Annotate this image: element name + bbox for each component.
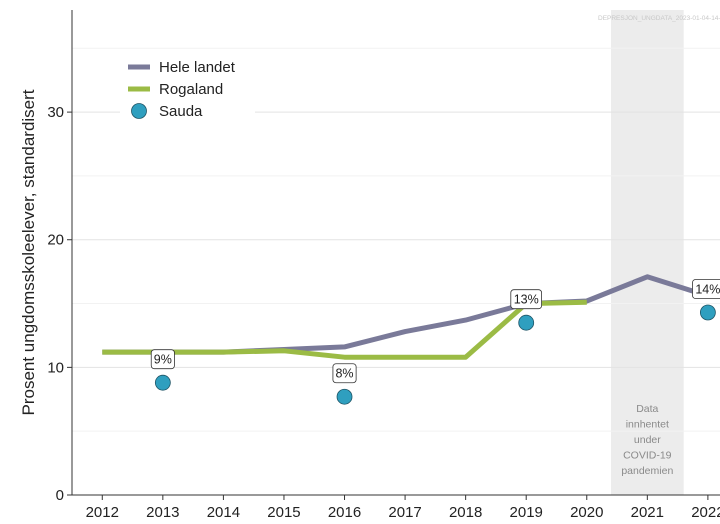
x-tick-label: 2015: [267, 504, 300, 519]
x-tick-label: 2014: [207, 504, 240, 519]
y-tick-label: 10: [47, 359, 64, 376]
x-tick-label: 2012: [86, 504, 119, 519]
x-tick-label: 2016: [328, 504, 361, 519]
watermark: DEPRESJON_UNGDATA_2023-01-04-14-05: [598, 15, 720, 22]
covid-annotation-text: Data: [636, 403, 658, 415]
covid-annotation-text: under: [634, 434, 661, 446]
covid-annotation-text: COVID-19: [623, 450, 672, 462]
data-label: 8%: [335, 367, 353, 381]
data-label-box: [692, 279, 720, 299]
x-tick-label: 2019: [510, 504, 543, 519]
x-tick-label: 2021: [631, 504, 664, 519]
data-label: 13%: [514, 293, 539, 307]
sauda-point: [699, 304, 716, 321]
sauda-point: [518, 314, 535, 331]
legend-key-point: [131, 103, 147, 119]
y-tick-label: 20: [47, 232, 64, 249]
sauda-point: [154, 374, 171, 391]
y-tick-label: 0: [56, 487, 64, 504]
x-tick-label: 2020: [570, 504, 603, 519]
y-axis-label: Prosent ungdomsskoleelever, standardiser…: [19, 89, 38, 415]
series-line-rogaland: [102, 299, 587, 360]
covid-annotation-text: pandemien: [621, 465, 673, 477]
sauda-point: [336, 388, 353, 405]
data-label: 9%: [154, 353, 172, 367]
data-label-box: [332, 363, 357, 384]
y-tick-label: 30: [47, 104, 64, 121]
legend-label: Hele landet: [159, 59, 236, 76]
x-tick-label: 2018: [449, 504, 482, 519]
data-label: 14%: [695, 282, 720, 296]
legend-label: Rogaland: [159, 81, 223, 98]
legend-label: Sauda: [159, 103, 203, 120]
x-tick-label: 2017: [388, 504, 421, 519]
data-label-box: [510, 289, 543, 310]
x-tick-label: 2022: [691, 504, 720, 519]
x-tick-label: 2013: [146, 504, 179, 519]
data-label-box: [150, 349, 175, 370]
covid-annotation-text: innhentet: [626, 419, 669, 431]
covid-band: [610, 10, 684, 495]
